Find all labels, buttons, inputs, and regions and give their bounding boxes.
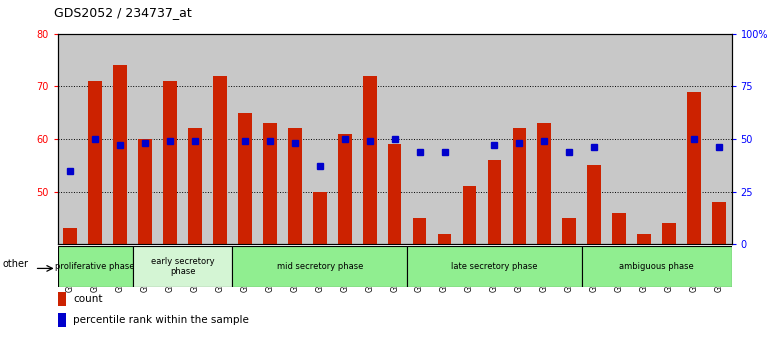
Bar xyxy=(437,234,451,244)
Bar xyxy=(413,218,427,244)
Text: GDS2052 / 234737_at: GDS2052 / 234737_at xyxy=(54,6,192,19)
Bar xyxy=(238,113,252,244)
Bar xyxy=(562,218,576,244)
Bar xyxy=(662,223,676,244)
Bar xyxy=(463,186,477,244)
Bar xyxy=(407,246,582,287)
Bar xyxy=(63,228,77,244)
Bar xyxy=(139,139,152,244)
Bar xyxy=(588,165,601,244)
Text: late secretory phase: late secretory phase xyxy=(451,262,537,271)
Bar xyxy=(363,76,377,244)
Bar xyxy=(338,134,352,244)
Bar xyxy=(263,123,276,244)
Bar xyxy=(58,313,66,327)
Bar xyxy=(188,129,202,244)
Bar xyxy=(712,202,726,244)
Bar xyxy=(537,123,551,244)
Bar xyxy=(113,65,127,244)
Bar xyxy=(132,246,233,287)
Bar xyxy=(58,292,66,306)
Text: proliferative phase: proliferative phase xyxy=(55,262,135,271)
Bar xyxy=(687,92,701,244)
Bar xyxy=(582,246,732,287)
Text: percentile rank within the sample: percentile rank within the sample xyxy=(73,315,249,325)
Bar xyxy=(612,213,626,244)
Bar xyxy=(163,81,177,244)
Text: other: other xyxy=(3,259,29,269)
Text: early secretory
phase: early secretory phase xyxy=(151,257,214,276)
Bar xyxy=(487,160,501,244)
Bar xyxy=(388,144,401,244)
Bar xyxy=(288,129,302,244)
Text: mid secretory phase: mid secretory phase xyxy=(276,262,363,271)
Bar xyxy=(89,81,102,244)
Bar xyxy=(233,246,407,287)
Text: count: count xyxy=(73,294,102,304)
Bar xyxy=(213,76,227,244)
Bar xyxy=(58,246,132,287)
Bar xyxy=(313,192,326,244)
Text: ambiguous phase: ambiguous phase xyxy=(619,262,694,271)
Bar xyxy=(638,234,651,244)
Bar xyxy=(513,129,526,244)
